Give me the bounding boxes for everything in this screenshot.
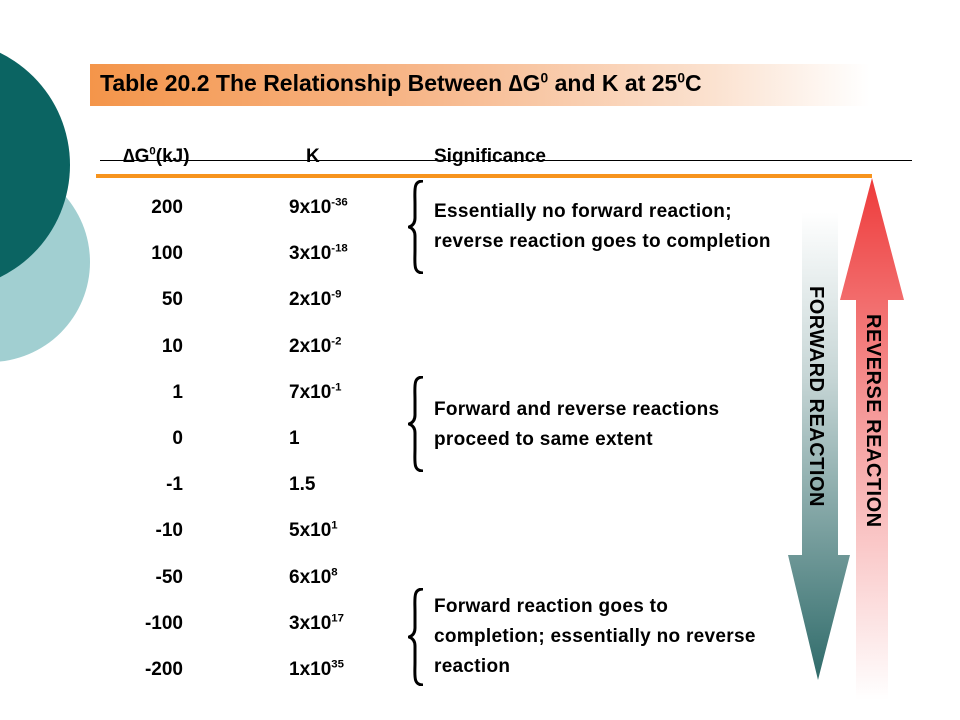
dark-circle — [0, 52, 70, 278]
significance-equal: Forward and reverse reactions proceed to… — [434, 395, 719, 455]
k-base: 6x10 — [289, 567, 332, 588]
delta-g-value: -200 — [144, 659, 183, 680]
delta-g-value: 100 — [151, 243, 183, 264]
delta-g-value: 50 — [161, 289, 183, 310]
delta-g-value: -10 — [155, 520, 183, 541]
delta-g-value: 10 — [161, 336, 183, 357]
significance-forward-complete: Forward reaction goes to completion; ess… — [434, 592, 756, 682]
k-value: 1.5 — [289, 474, 315, 496]
k-exponent: -1 — [331, 381, 342, 394]
significance-forward-none: Essentially no forward reaction; reverse… — [434, 197, 771, 257]
title-bar — [90, 64, 870, 106]
k-exponent: 17 — [331, 612, 344, 625]
k-value: 1 — [289, 428, 300, 450]
orange-divider — [96, 174, 872, 178]
decorative-circles — [0, 52, 90, 362]
significance-line: Essentially no forward reaction; — [434, 201, 732, 222]
k-value: 5x101 — [289, 520, 338, 542]
significance-line: reaction — [434, 656, 511, 677]
header-significance: Significance — [434, 146, 546, 167]
k-base: 2x10 — [289, 289, 332, 310]
significance-line: Forward and reverse reactions — [434, 399, 720, 420]
k-exponent: 8 — [331, 566, 338, 579]
k-exponent: 1 — [331, 519, 338, 532]
forward-reaction-label: FORWARD REACTION — [805, 286, 827, 507]
significance-line: Forward reaction goes to — [434, 596, 669, 617]
k-base: 2x10 — [289, 336, 332, 357]
brace-icon — [408, 180, 424, 274]
k-exponent: -36 — [331, 196, 348, 209]
reverse-reaction-label: REVERSE REACTION — [862, 314, 884, 528]
delta-g-value: 200 — [151, 197, 183, 218]
k-base: 9x10 — [289, 197, 332, 218]
delta-g-value: 0 — [172, 428, 183, 449]
k-value: 6x108 — [289, 567, 338, 589]
significance-line: reverse reaction goes to completion — [434, 231, 771, 252]
k-value: 7x10-1 — [289, 382, 341, 404]
brace-icon — [408, 376, 424, 472]
k-exponent: -9 — [331, 288, 342, 301]
header-k: K — [306, 146, 320, 167]
k-base: 1 — [289, 428, 300, 449]
k-value: 2x10-2 — [289, 336, 341, 358]
header-delta-g: ∆G0(kJ) — [123, 145, 190, 167]
k-value: 3x1017 — [289, 613, 344, 635]
brace-icon — [408, 588, 424, 686]
k-value: 3x10-18 — [289, 243, 348, 265]
significance-line: proceed to same extent — [434, 429, 653, 450]
k-value: 2x10-9 — [289, 289, 341, 311]
delta-g-value: -50 — [155, 567, 183, 588]
k-exponent: 35 — [331, 658, 344, 671]
delta-g-value: -100 — [144, 613, 183, 634]
k-base: 3x10 — [289, 243, 332, 264]
header-divider — [100, 160, 912, 161]
k-exponent: -2 — [331, 335, 342, 348]
k-base: 5x10 — [289, 520, 332, 541]
significance-line: completion; essentially no reverse — [434, 626, 756, 647]
k-base: 7x10 — [289, 382, 332, 403]
page-title: Table 20.2 The Relationship Between ∆G0 … — [100, 70, 702, 96]
k-base: 1x10 — [289, 659, 332, 680]
delta-g-value: -1 — [166, 474, 183, 495]
k-value: 1x1035 — [289, 659, 344, 681]
k-base: 3x10 — [289, 613, 332, 634]
k-exponent: -18 — [331, 242, 348, 255]
k-base: 1.5 — [289, 474, 316, 495]
k-value: 9x10-36 — [289, 197, 348, 219]
delta-g-value: 1 — [172, 382, 183, 403]
